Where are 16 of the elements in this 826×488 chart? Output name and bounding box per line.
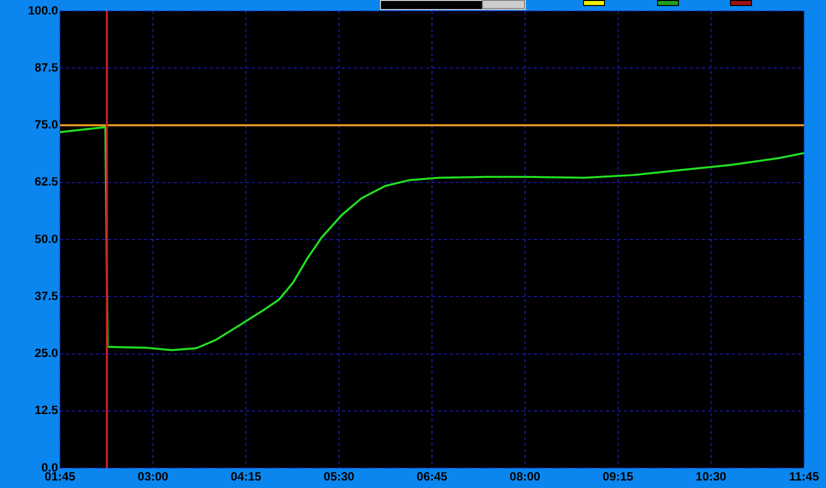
y-tick-label: 62.5: [34, 174, 58, 189]
x-tick-label: 03:00: [138, 470, 169, 484]
y-tick-label: 75.0: [34, 118, 58, 132]
y-tick-label: 87.5: [34, 60, 58, 74]
x-tick-label: 09:15: [602, 470, 634, 484]
x-tick-label: 06:45: [416, 470, 448, 484]
x-tick-label: 05:30: [324, 470, 355, 484]
x-tick-label: 10:30: [696, 470, 727, 484]
y-tick-label: 50.0: [34, 232, 58, 246]
y-tick-label: 12.5: [34, 403, 58, 418]
x-tick-label: 04:15: [230, 470, 262, 484]
x-tick-label: 11:45: [788, 470, 820, 484]
y-tick-label: 37.5: [34, 288, 58, 303]
y-tick-label: 100.0: [28, 3, 58, 18]
x-tick-label: 08:00: [510, 470, 541, 484]
y-tick-label: 25.0: [34, 346, 58, 360]
